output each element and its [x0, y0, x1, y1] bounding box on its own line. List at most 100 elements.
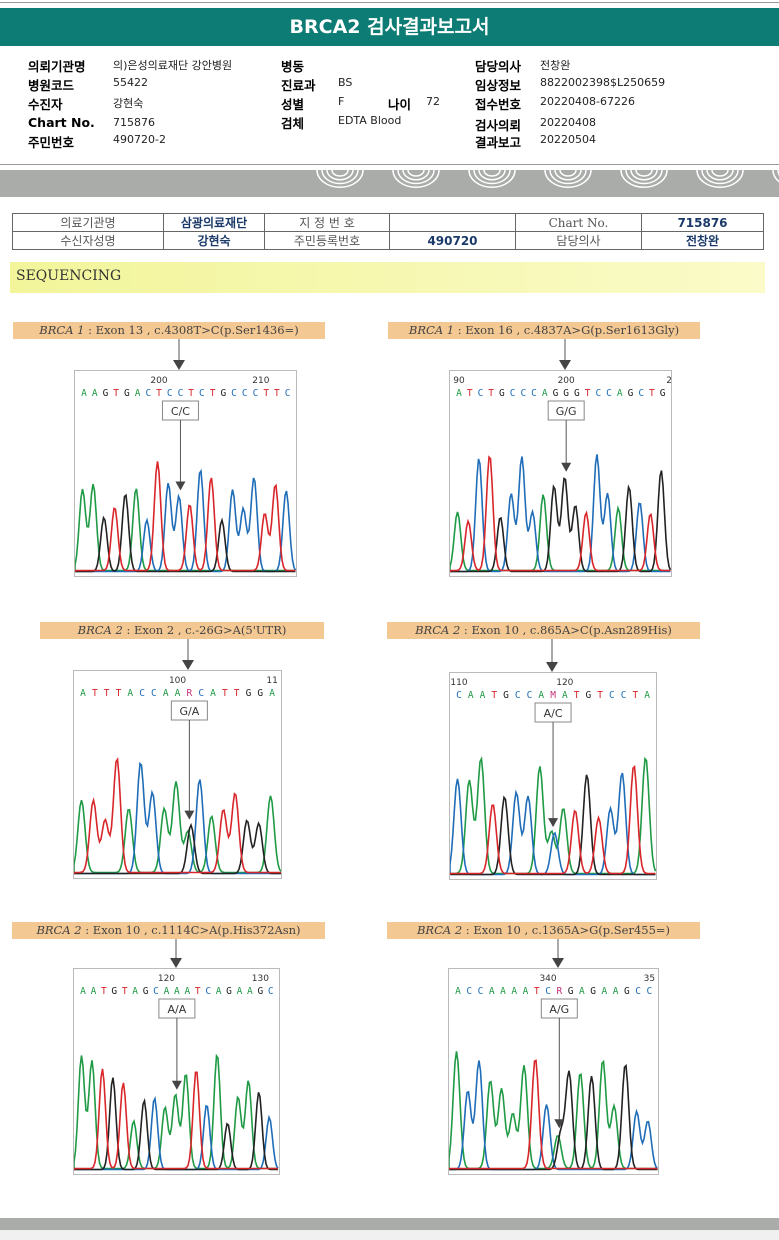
base-call-C: C [545, 986, 551, 997]
report-title: BRCA2 검사결과보고서 [0, 8, 779, 46]
trace-T [74, 756, 281, 874]
cell-label: 주민등록번호 [264, 231, 390, 250]
genotype-label: C/C [171, 405, 190, 418]
base-call-T: T [597, 690, 603, 701]
base-call-T: T [122, 986, 128, 997]
trace-T [449, 1059, 658, 1170]
base-call-C: C [139, 688, 145, 699]
trace-C [450, 454, 671, 573]
value-patient: 강현숙 [113, 97, 144, 110]
base-call-A: A [542, 388, 548, 399]
base-call-A: A [455, 986, 461, 997]
chromatogram: 340 35 A C C A A A A T C R G A G A A G C C A/G [448, 968, 659, 1175]
base-call-G: G [143, 986, 149, 997]
value-clinical-info: 8822002398$L250659 [540, 76, 666, 89]
base-call-C: C [531, 388, 537, 399]
base-call-C: C [647, 986, 653, 997]
base-call-C: C [199, 388, 205, 399]
variant-label: BRCA 2 : Exon 10 , c.1365A>G(p.Ser455=) [387, 922, 700, 939]
base-call-C: C [606, 388, 612, 399]
base-call-G: G [503, 690, 509, 701]
base-call-A: A [184, 986, 190, 997]
value-specimen: EDTA Blood [338, 114, 402, 127]
trace-T [450, 764, 656, 875]
base-call-C: C [515, 690, 521, 701]
trace-G [74, 819, 281, 875]
base-call-C: C [242, 388, 248, 399]
position-tick-label: 100 [169, 676, 186, 686]
chromatogram: 110 120 C A A T G C C A M A T G T C C T A A/C [449, 672, 657, 880]
cell-value: 전창완 [641, 231, 764, 250]
base-call-A: A [175, 688, 181, 699]
label-sex: 성별 [281, 97, 305, 112]
base-call-C: C [621, 690, 627, 701]
label-age: 나이 [388, 97, 412, 112]
base-call-A: A [247, 986, 253, 997]
cell-label: 수신자성명 [12, 231, 164, 250]
base-call-A: A [538, 690, 544, 701]
base-call-A: A [80, 986, 86, 997]
base-call-T: T [263, 388, 269, 399]
value-resident-no: 490720-2 [113, 133, 166, 146]
position-tick-label: 110 [450, 678, 467, 688]
base-call-T: T [649, 388, 655, 399]
label-clinical-info: 임상정보 [475, 78, 522, 93]
base-call-G: G [220, 388, 226, 399]
base-call-R: R [556, 986, 562, 997]
peak-arrow-icon [554, 1119, 565, 1129]
base-call-A: A [468, 690, 474, 701]
base-call-A: A [237, 986, 243, 997]
trace-T [450, 455, 671, 572]
trace-A [74, 1053, 278, 1170]
base-call-T: T [156, 388, 162, 399]
variant-description: : Exon 10 , c.1365A>G(p.Ser455=) [462, 923, 671, 937]
base-call-C: C [153, 986, 159, 997]
base-call-T: T [101, 986, 107, 997]
variant-description: : Exon 2 , c.-26G>A(5'UTR) [122, 623, 287, 637]
variant-pointer-arrow-icon [173, 339, 186, 370]
base-call-G: G [628, 388, 634, 399]
decorative-band [0, 170, 779, 197]
position-tick-label: 200 [150, 376, 167, 386]
gene-name: BRCA 2 [36, 923, 82, 937]
variant-label: BRCA 2 : Exon 10 , c.1114C>A(p.His372Asn… [12, 922, 325, 939]
base-call-T: T [92, 688, 98, 699]
cell-label: 의료기관명 [12, 213, 164, 232]
position-tick-label: 11 [266, 676, 277, 686]
cell-value: 715876 [641, 213, 764, 232]
cell-label: 지 정 번 호 [264, 213, 390, 232]
cell-label: Chart No. [515, 213, 642, 232]
label-ward: 병동 [281, 59, 305, 74]
base-call-C: C [456, 690, 462, 701]
label-hospital-code: 병원코드 [28, 78, 75, 93]
chromatogram-plot: 100 11A T T T A C C A A R C A T T G G AG/A [74, 676, 281, 875]
base-call-G: G [553, 388, 559, 399]
variant-label: BRCA 1 : Exon 16 , c.4837A>G(p.Ser1613Gl… [388, 322, 700, 339]
variant-pointer-arrow-icon [552, 939, 565, 968]
position-tick-label: 35 [644, 974, 655, 984]
base-call-T: T [195, 986, 201, 997]
base-call-A: A [456, 388, 462, 399]
base-call-A: A [210, 688, 216, 699]
base-call-C: C [231, 388, 237, 399]
value-age: 72 [426, 95, 440, 108]
variant-description: : Exon 13 , c.4308T>C(p.Ser1436=) [84, 323, 299, 337]
value-institution: 의)은성의료재단 강안병원 [113, 59, 233, 72]
base-call-C: C [466, 986, 472, 997]
base-call-C: C [638, 388, 644, 399]
gene-name: BRCA 1 [408, 323, 455, 337]
base-call-C: C [253, 388, 259, 399]
base-call-G: G [590, 986, 596, 997]
chromatogram: 90 200 2 A T C T G C C C A G G G T C C A G C T G G/G [449, 370, 672, 577]
base-call-A: A [617, 388, 623, 399]
peak-arrow-icon [561, 462, 572, 472]
value-chart-no: 715876 [113, 116, 155, 129]
label-specimen: 검체 [281, 116, 305, 131]
genotype-label: A/C [544, 707, 563, 720]
variant-label: BRCA 2 : Exon 2 , c.-26G>A(5'UTR) [40, 622, 324, 639]
peak-arrow-icon [175, 481, 186, 491]
base-call-A: A [579, 986, 585, 997]
cell-label: 담당의사 [515, 231, 642, 250]
